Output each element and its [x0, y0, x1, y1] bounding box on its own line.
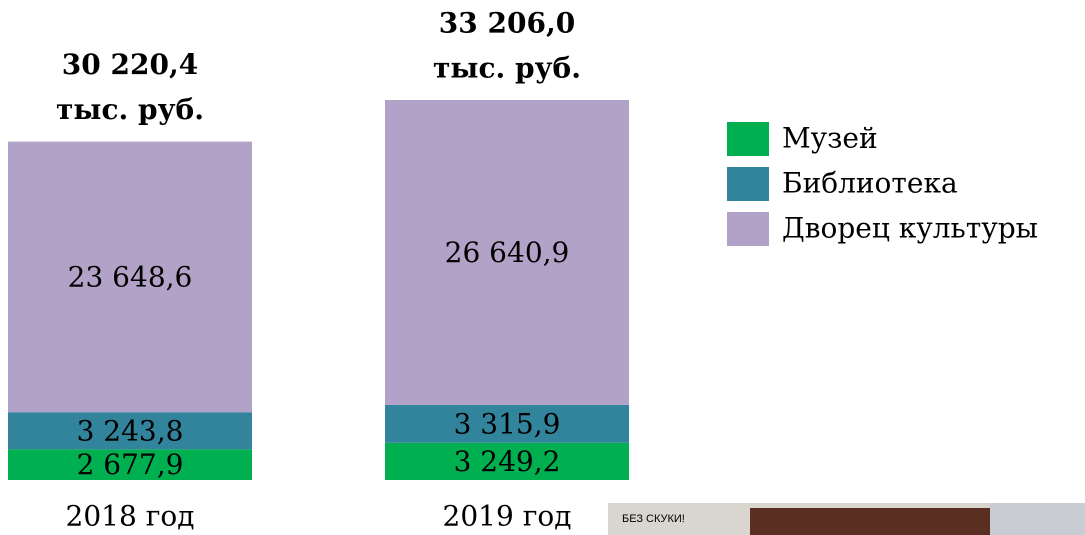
data-label: 3 315,9	[454, 407, 561, 440]
legend-label: Музей	[782, 122, 878, 155]
photo-caption: БЕЗ СКУКИ!	[622, 513, 685, 525]
photo-fragment: БЕЗ СКУКИ!	[608, 503, 1085, 535]
data-label: 23 648,6	[68, 260, 193, 293]
legend-swatch	[727, 122, 769, 156]
data-label: 2 677,9	[77, 448, 184, 481]
photo-window	[990, 503, 1085, 535]
chart: БЕЗ СКУКИ! 2 677,93 243,8 23 648,6 30 220,…	[0, 0, 1085, 535]
legend: Музей Библиотека Дворец культуры	[727, 122, 1038, 247]
legend-swatch	[727, 167, 769, 201]
x-tick-label: 2018 год	[66, 500, 195, 533]
data-label: 26 640,9	[445, 236, 570, 269]
total-label: 33 206,0	[439, 7, 575, 40]
data-label: 3 249,2	[454, 445, 561, 478]
total-unit: тыс. руб.	[433, 52, 581, 85]
data-label: 3 243,8	[77, 414, 184, 447]
legend-label: Библиотека	[782, 167, 958, 200]
x-tick-label: 2019 год	[443, 500, 572, 533]
total-unit: тыс. руб.	[56, 93, 204, 126]
legend-label: Дворец культуры	[782, 212, 1038, 245]
total-label: 30 220,4	[62, 48, 198, 81]
legend-swatch	[727, 212, 769, 246]
photo-board	[750, 508, 990, 535]
